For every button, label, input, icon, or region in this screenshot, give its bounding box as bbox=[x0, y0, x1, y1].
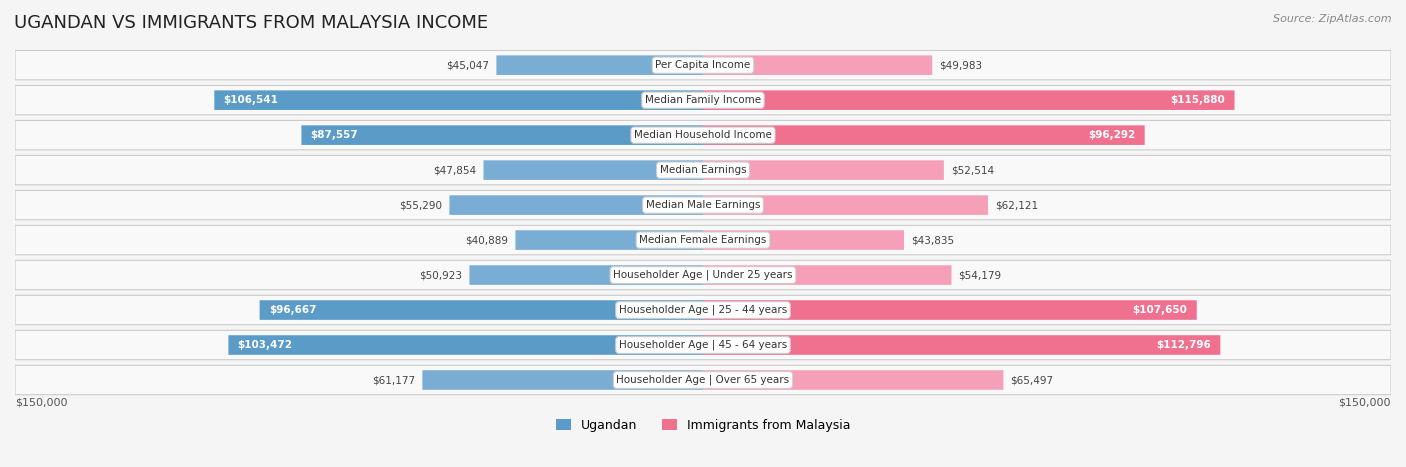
FancyBboxPatch shape bbox=[703, 91, 1234, 110]
Text: Median Male Earnings: Median Male Earnings bbox=[645, 200, 761, 210]
Text: $43,835: $43,835 bbox=[911, 235, 955, 245]
Text: Median Family Income: Median Family Income bbox=[645, 95, 761, 105]
Text: $96,667: $96,667 bbox=[269, 305, 316, 315]
FancyBboxPatch shape bbox=[214, 91, 703, 110]
Text: $87,557: $87,557 bbox=[311, 130, 359, 140]
Text: $62,121: $62,121 bbox=[995, 200, 1038, 210]
Text: $106,541: $106,541 bbox=[224, 95, 278, 105]
Text: $107,650: $107,650 bbox=[1133, 305, 1188, 315]
FancyBboxPatch shape bbox=[703, 56, 932, 75]
FancyBboxPatch shape bbox=[15, 261, 1391, 290]
Legend: Ugandan, Immigrants from Malaysia: Ugandan, Immigrants from Malaysia bbox=[551, 414, 855, 437]
Text: Householder Age | Under 25 years: Householder Age | Under 25 years bbox=[613, 270, 793, 280]
Text: $54,179: $54,179 bbox=[959, 270, 1001, 280]
Text: $150,000: $150,000 bbox=[1339, 397, 1391, 408]
FancyBboxPatch shape bbox=[703, 195, 988, 215]
Text: $112,796: $112,796 bbox=[1156, 340, 1211, 350]
FancyBboxPatch shape bbox=[703, 300, 1197, 320]
Text: $55,290: $55,290 bbox=[399, 200, 443, 210]
FancyBboxPatch shape bbox=[15, 365, 1391, 395]
Text: Householder Age | Over 65 years: Householder Age | Over 65 years bbox=[616, 375, 790, 385]
FancyBboxPatch shape bbox=[703, 265, 952, 285]
FancyBboxPatch shape bbox=[15, 50, 1391, 80]
FancyBboxPatch shape bbox=[15, 191, 1391, 220]
Text: $103,472: $103,472 bbox=[238, 340, 292, 350]
FancyBboxPatch shape bbox=[450, 195, 703, 215]
Text: Per Capita Income: Per Capita Income bbox=[655, 60, 751, 70]
FancyBboxPatch shape bbox=[703, 370, 1004, 390]
Text: $115,880: $115,880 bbox=[1171, 95, 1226, 105]
FancyBboxPatch shape bbox=[15, 156, 1391, 185]
FancyBboxPatch shape bbox=[15, 120, 1391, 150]
Text: $61,177: $61,177 bbox=[373, 375, 416, 385]
Text: $50,923: $50,923 bbox=[419, 270, 463, 280]
FancyBboxPatch shape bbox=[496, 56, 703, 75]
FancyBboxPatch shape bbox=[15, 85, 1391, 115]
FancyBboxPatch shape bbox=[516, 230, 703, 250]
FancyBboxPatch shape bbox=[484, 160, 703, 180]
Text: Source: ZipAtlas.com: Source: ZipAtlas.com bbox=[1274, 14, 1392, 24]
FancyBboxPatch shape bbox=[422, 370, 703, 390]
Text: $40,889: $40,889 bbox=[465, 235, 509, 245]
Text: UGANDAN VS IMMIGRANTS FROM MALAYSIA INCOME: UGANDAN VS IMMIGRANTS FROM MALAYSIA INCO… bbox=[14, 14, 488, 32]
Text: $49,983: $49,983 bbox=[939, 60, 983, 70]
FancyBboxPatch shape bbox=[15, 226, 1391, 255]
Text: $150,000: $150,000 bbox=[15, 397, 67, 408]
Text: Householder Age | 25 - 44 years: Householder Age | 25 - 44 years bbox=[619, 305, 787, 315]
FancyBboxPatch shape bbox=[470, 265, 703, 285]
FancyBboxPatch shape bbox=[301, 125, 703, 145]
FancyBboxPatch shape bbox=[15, 295, 1391, 325]
Text: $96,292: $96,292 bbox=[1088, 130, 1136, 140]
Text: $65,497: $65,497 bbox=[1011, 375, 1053, 385]
Text: Median Earnings: Median Earnings bbox=[659, 165, 747, 175]
Text: Householder Age | 45 - 64 years: Householder Age | 45 - 64 years bbox=[619, 340, 787, 350]
Text: $52,514: $52,514 bbox=[950, 165, 994, 175]
FancyBboxPatch shape bbox=[15, 330, 1391, 360]
FancyBboxPatch shape bbox=[260, 300, 703, 320]
Text: Median Household Income: Median Household Income bbox=[634, 130, 772, 140]
FancyBboxPatch shape bbox=[703, 335, 1220, 355]
FancyBboxPatch shape bbox=[228, 335, 703, 355]
FancyBboxPatch shape bbox=[703, 125, 1144, 145]
Text: $45,047: $45,047 bbox=[447, 60, 489, 70]
Text: $47,854: $47,854 bbox=[433, 165, 477, 175]
Text: Median Female Earnings: Median Female Earnings bbox=[640, 235, 766, 245]
FancyBboxPatch shape bbox=[703, 160, 943, 180]
FancyBboxPatch shape bbox=[703, 230, 904, 250]
